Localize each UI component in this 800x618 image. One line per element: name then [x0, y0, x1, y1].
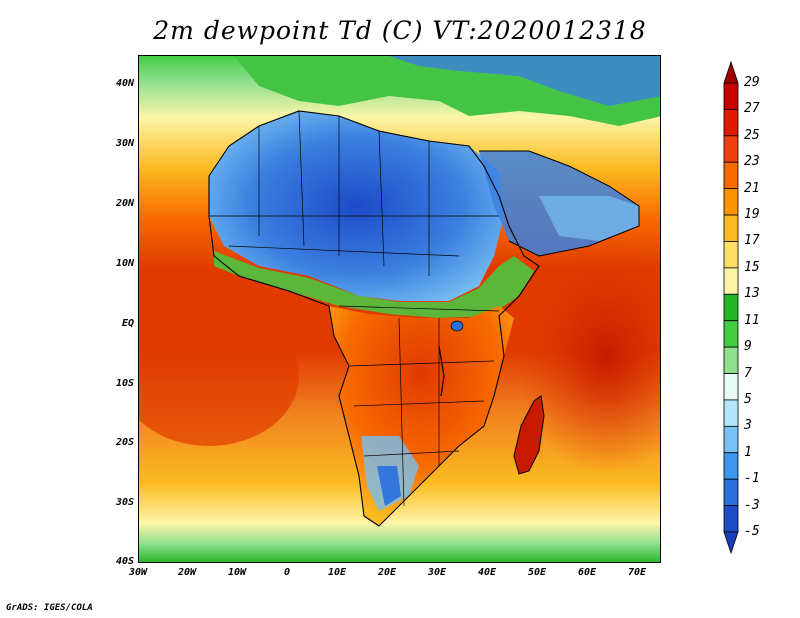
colorbar-label: -5 — [744, 524, 760, 539]
colorbar-label: 27 — [744, 101, 760, 117]
colorbar-top-triangle — [723, 60, 739, 84]
colorbar-box — [723, 293, 739, 322]
colorbar-box — [723, 452, 739, 480]
grads-credit: GrADS: IGES/COLA — [6, 603, 93, 613]
lon-label: 30E — [427, 567, 447, 578]
sahel-band — [214, 251, 534, 318]
lat-label: 10N — [115, 258, 134, 269]
lon-label: 20W — [177, 567, 197, 578]
colorbar-label: 29 — [744, 75, 760, 90]
arabia-coastline — [479, 150, 640, 257]
lat-label: 30N — [115, 138, 134, 149]
africa-coastline — [208, 110, 540, 527]
atlantic-warm-tongue — [139, 306, 299, 446]
lon-label: 0 — [283, 567, 291, 578]
plot-title: 2m dewpoint Td (C) VT:2020012318 — [153, 16, 647, 45]
lat-label: 30S — [115, 497, 134, 508]
colorbar-box — [723, 188, 739, 216]
colorbar-box — [723, 135, 739, 163]
madagascar-coastline — [513, 395, 545, 475]
colorbar-box — [723, 241, 739, 269]
colorbar-box — [723, 214, 739, 242]
colorbar-label: 17 — [744, 233, 760, 249]
colorbar-label: -1 — [744, 471, 760, 487]
rift-lakes — [438, 345, 445, 397]
lon-label: 30W — [128, 567, 148, 578]
colorbar-label: -3 — [744, 497, 760, 513]
lon-label: 10W — [227, 567, 247, 578]
country-borders — [209, 110, 500, 507]
lon-label: 50E — [527, 567, 547, 578]
arabian-coast — [539, 196, 639, 241]
colorbar-label: 21 — [744, 180, 760, 196]
colorbar-box — [723, 346, 739, 374]
lat-label: 20S — [115, 437, 134, 448]
colorbar-box — [723, 109, 739, 137]
lat-label: 10S — [115, 378, 134, 389]
colorbar-bottom-triangle — [723, 531, 739, 555]
lon-label: 10E — [327, 567, 347, 578]
map-svg — [139, 56, 660, 562]
kalahari-core — [377, 466, 401, 506]
colorbar-label: 23 — [744, 154, 760, 170]
colorbar-box — [723, 161, 739, 190]
colorbar-label: 5 — [744, 391, 752, 407]
europe-cold-region — [389, 56, 660, 106]
madagascar — [514, 396, 544, 474]
lat-label: 40N — [115, 78, 134, 89]
colorbar-box — [723, 267, 739, 295]
sahara-dry-region — [209, 111, 504, 301]
colorbar-box — [723, 425, 739, 454]
lon-label: 20E — [377, 567, 397, 578]
colorbar-label: 1 — [744, 444, 752, 460]
colorbar-label: 13 — [744, 286, 760, 302]
colorbar-label: 19 — [744, 207, 760, 223]
lon-label: 70E — [627, 567, 647, 578]
colorbar-box — [723, 478, 739, 506]
lon-label: 60E — [577, 567, 597, 578]
colorbar-label: 25 — [744, 127, 760, 143]
colorbar-box — [723, 505, 739, 533]
colorbar-box — [723, 82, 739, 110]
lake-victoria — [450, 320, 464, 332]
lat-label: EQ — [121, 318, 134, 329]
colorbar-label: 11 — [744, 312, 760, 328]
colorbar-label: 3 — [744, 418, 752, 434]
lat-label: 40S — [115, 556, 134, 567]
lat-label: 20N — [115, 198, 134, 209]
dewpoint-map — [138, 55, 661, 563]
lon-label: 40E — [477, 567, 497, 578]
colorbar-box — [723, 399, 739, 427]
colorbar-box — [723, 320, 739, 348]
colorbar-label: 9 — [744, 339, 752, 355]
colorbar-label: 15 — [744, 259, 760, 275]
colorbar-label: 7 — [744, 365, 752, 381]
colorbar-box — [723, 373, 739, 401]
